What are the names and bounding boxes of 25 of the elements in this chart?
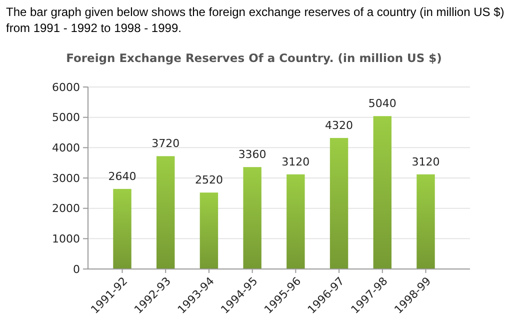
data-label: 3120: [282, 155, 310, 168]
bar: [416, 174, 435, 269]
y-tick-label: 1000: [52, 232, 80, 246]
y-tick-label: 5000: [52, 111, 80, 124]
data-label: 2640: [108, 170, 136, 183]
data-label: 2520: [194, 174, 223, 187]
bar: [373, 116, 392, 269]
text: The bar graph given below shows the foreign exchange reserves of a country (in million US $) from 1991 - 1992 to 1998 - 1999.: [6, 5, 504, 35]
bar: [156, 156, 175, 269]
y-tick-label: 2000: [52, 202, 80, 216]
bar: [200, 192, 218, 269]
y-tick-label: 0: [73, 262, 80, 276]
y-tick-label: 6000: [52, 80, 80, 94]
y-tick-label: 4000: [52, 142, 80, 155]
data-label: 5040: [368, 97, 396, 110]
bar: [330, 138, 348, 269]
bar: [113, 188, 132, 269]
y-tick-label: 3000: [52, 172, 80, 185]
chart-title: Foreign Exchange Reserves Of a Country. (in million US $): [66, 51, 442, 65]
data-label: 3720: [152, 137, 180, 150]
bar: [243, 167, 262, 269]
data-label: 4320: [325, 118, 354, 132]
data-label: 3120: [412, 155, 440, 168]
data-label: 3360: [238, 148, 266, 162]
bar: [286, 174, 305, 269]
